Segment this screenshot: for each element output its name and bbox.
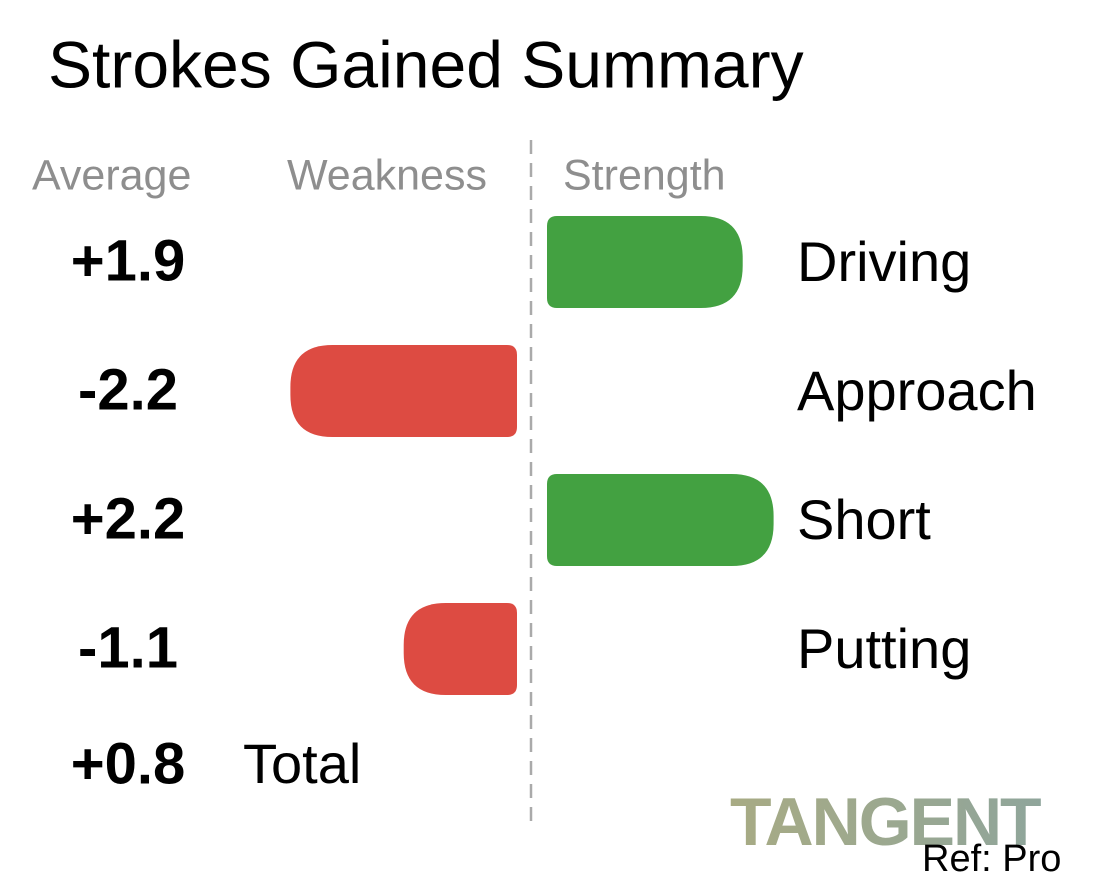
bar: [547, 216, 743, 308]
reference-label: Ref: Pro: [922, 838, 1061, 880]
chart-title: Strokes Gained Summary: [48, 27, 804, 101]
category-label: Approach: [797, 359, 1037, 422]
brand-logo: TANGENT: [730, 784, 1041, 860]
value-label: -1.1: [78, 615, 178, 680]
column-header: Weakness: [287, 151, 487, 199]
column-header: Average: [32, 151, 191, 199]
total-value: +0.8: [71, 731, 186, 796]
value-label: +2.2: [71, 486, 186, 551]
bar: [290, 345, 517, 437]
column-header: Strength: [563, 151, 726, 199]
bar: [547, 474, 774, 566]
category-label: Driving: [797, 230, 971, 293]
value-label: -2.2: [78, 357, 178, 422]
bar: [403, 603, 517, 695]
total-label: Total: [243, 732, 361, 795]
category-label: Putting: [797, 617, 971, 680]
category-label: Short: [797, 488, 931, 551]
value-label: +1.9: [71, 228, 186, 293]
